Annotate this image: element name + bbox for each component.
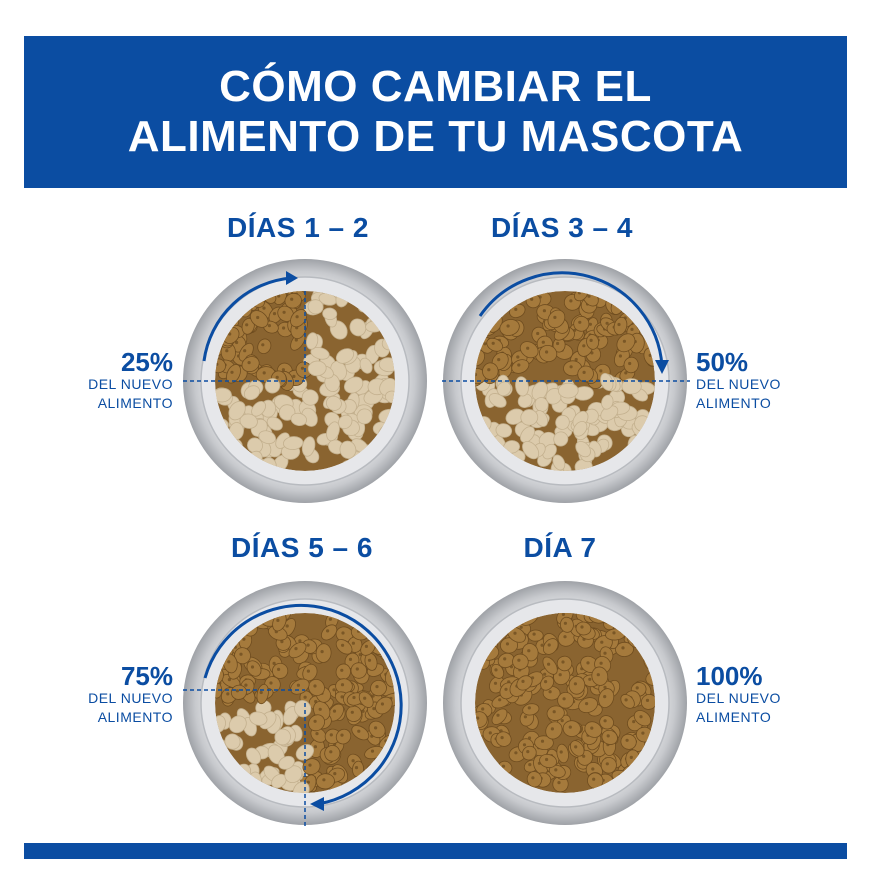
stage-1-label-line-1: DEL NUEVO xyxy=(88,376,173,392)
stage-2-bowl-image xyxy=(440,256,690,506)
banner-title-line-1: CÓMO CAMBIAR EL xyxy=(219,62,652,111)
stage-1-bowl-image xyxy=(180,256,430,506)
stage-1-title: DÍAS 1 – 2 xyxy=(227,212,369,243)
stage-3-bowl-image xyxy=(180,578,430,828)
stage-1-bowl-svg xyxy=(180,259,427,503)
stage-4-label-line-1: DEL NUEVO xyxy=(696,690,781,706)
stage-1-percent: 25% xyxy=(120,347,173,377)
stage-2-label-line-2: ALIMENTO xyxy=(696,395,772,411)
stage-4-title: DÍA 7 xyxy=(523,532,597,563)
stage-3-label-line-1: DEL NUEVO xyxy=(88,690,173,706)
stage-4-bowl-image xyxy=(440,578,690,828)
stage-2-title: DÍAS 3 – 4 xyxy=(491,212,633,243)
footer-bar xyxy=(24,843,847,859)
stage-4-label-line-2: ALIMENTO xyxy=(696,709,772,725)
stage-2-bowl-svg xyxy=(440,259,690,503)
banner-title-line-2: ALIMENTO DE TU MASCOTA xyxy=(127,112,744,161)
stage-3-bowl-svg xyxy=(180,581,427,826)
stage-3-percent: 75% xyxy=(120,661,173,691)
stage-2-percent: 50% xyxy=(696,347,749,377)
header-banner: CÓMO CAMBIAR EL ALIMENTO DE TU MASCOTA xyxy=(24,36,847,188)
stage-4-percent: 100% xyxy=(696,661,763,691)
stage-3-title: DÍAS 5 – 6 xyxy=(231,532,373,563)
stage-1-label-line-2: ALIMENTO xyxy=(97,395,173,411)
stage-3-label-line-2: ALIMENTO xyxy=(97,709,173,725)
stage-4-bowl-svg xyxy=(443,581,687,825)
stage-2-label-line-1: DEL NUEVO xyxy=(696,376,781,392)
